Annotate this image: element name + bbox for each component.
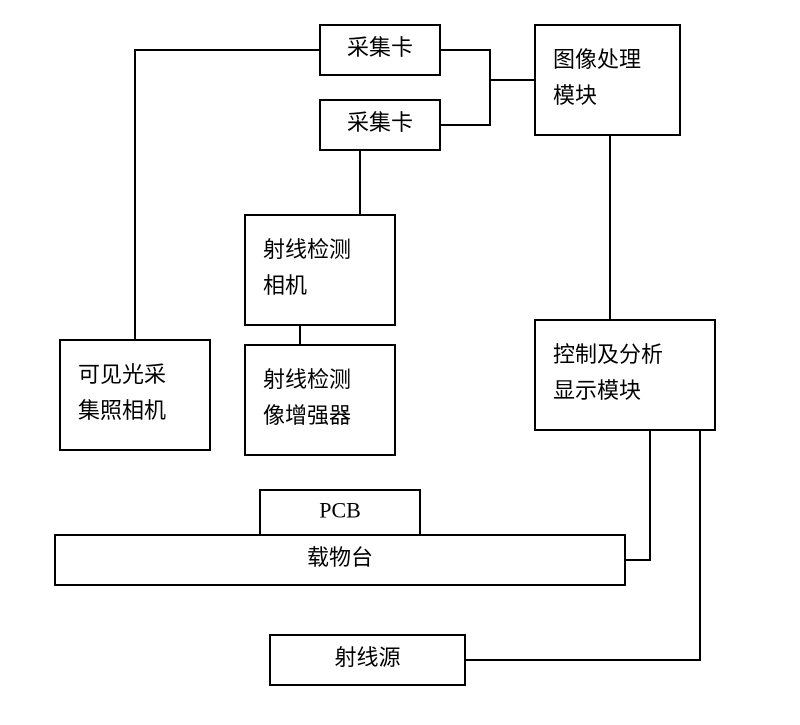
- node-raycamera-label: 射线检测: [263, 237, 351, 262]
- node-pcb: PCB: [260, 490, 420, 535]
- node-stage: 载物台: [55, 535, 625, 585]
- node-stage-label: 载物台: [307, 545, 373, 570]
- node-ctrldisp-label: 控制及分析: [553, 342, 663, 367]
- node-raysrc: 射线源: [270, 635, 465, 685]
- node-capture1: 采集卡: [320, 25, 440, 75]
- node-rayintens-label: 射线检测: [263, 367, 351, 392]
- node-raysrc-label: 射线源: [334, 645, 400, 670]
- node-capture2-label: 采集卡: [347, 110, 413, 135]
- node-imgproc-box: [535, 25, 680, 135]
- node-imgproc: 图像处理模块: [535, 25, 680, 135]
- block-diagram: 采集卡采集卡图像处理模块射线检测相机可见光采集照相机射线检测像增强器控制及分析显…: [0, 0, 800, 725]
- node-viscamera-label: 可见光采: [78, 362, 166, 387]
- node-ctrldisp-box: [535, 320, 715, 430]
- node-raycamera-label: 相机: [263, 273, 307, 298]
- node-viscamera-box: [60, 340, 210, 450]
- node-viscamera: 可见光采集照相机: [60, 340, 210, 450]
- node-imgproc-label: 模块: [553, 83, 597, 108]
- node-raycamera-box: [245, 215, 395, 325]
- node-viscamera-label: 集照相机: [78, 398, 166, 423]
- node-rayintens-box: [245, 345, 395, 455]
- node-ctrldisp-label: 显示模块: [553, 378, 641, 403]
- node-rayintens: 射线检测像增强器: [245, 345, 395, 455]
- node-imgproc-label: 图像处理: [553, 47, 641, 72]
- node-capture2: 采集卡: [320, 100, 440, 150]
- node-rayintens-label: 像增强器: [263, 403, 351, 428]
- node-pcb-label: PCB: [319, 498, 361, 523]
- node-raycamera: 射线检测相机: [245, 215, 395, 325]
- node-ctrldisp: 控制及分析显示模块: [535, 320, 715, 430]
- node-capture1-label: 采集卡: [347, 35, 413, 60]
